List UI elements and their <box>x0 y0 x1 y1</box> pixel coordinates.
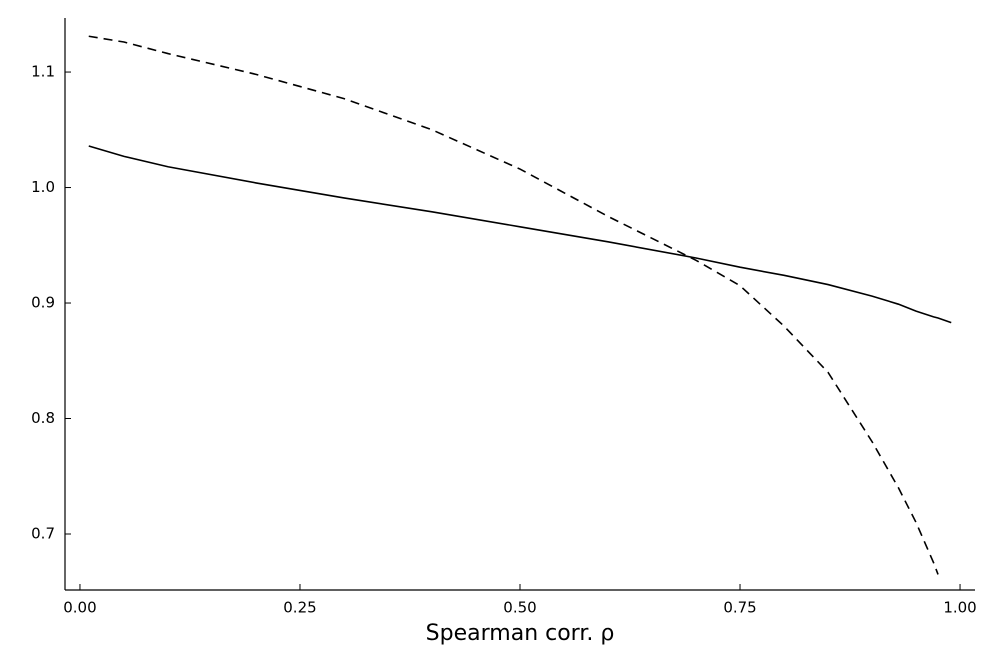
x-axis-label: Spearman corr. ρ <box>426 621 615 646</box>
y-tick-label: 1.0 <box>31 178 55 196</box>
x-tick-label: 0.25 <box>283 599 316 617</box>
x-tick-label: 0.50 <box>503 599 536 617</box>
x-tick-label: 0.75 <box>723 599 756 617</box>
line-series <box>88 35 939 575</box>
y-tick-label: 0.8 <box>31 409 55 427</box>
y-tick-label: 0.9 <box>31 294 55 312</box>
x-tick-label: 0.00 <box>63 599 96 617</box>
y-tick-label: 1.1 <box>31 63 55 81</box>
line-series <box>88 145 952 324</box>
x-tick-label: 1.00 <box>943 599 976 617</box>
y-tick-label: 0.7 <box>31 524 55 542</box>
